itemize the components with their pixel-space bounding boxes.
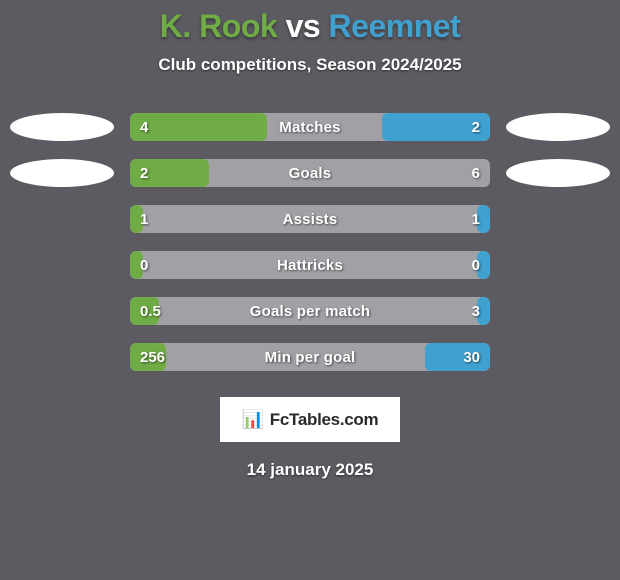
metric-row: 0.53Goals per match <box>0 297 620 325</box>
metric-row: 25630Min per goal <box>0 343 620 371</box>
metric-label: Matches <box>130 113 490 141</box>
metric-rows: 42Matches 26Goals 11Assists 00Hattricks 0.53… <box>0 113 620 371</box>
source-logo: 📊 FcTables.com <box>220 397 401 442</box>
metric-bar: 00Hattricks <box>130 251 490 279</box>
metric-label: Hattricks <box>130 251 490 279</box>
date-label: 14 january 2025 <box>0 460 620 480</box>
title: K. Rook vs Reemnet <box>0 8 620 45</box>
metric-bar: 11Assists <box>130 205 490 233</box>
chart-icon: 📊 <box>242 409 264 430</box>
metric-bar: 0.53Goals per match <box>130 297 490 325</box>
player2-avatar <box>506 159 610 187</box>
metric-label: Min per goal <box>130 343 490 371</box>
player2-avatar <box>506 113 610 141</box>
metric-label: Assists <box>130 205 490 233</box>
metric-label: Goals <box>130 159 490 187</box>
metric-row: 11Assists <box>0 205 620 233</box>
metric-row: 42Matches <box>0 113 620 141</box>
metric-bar: 25630Min per goal <box>130 343 490 371</box>
player1-avatar <box>10 113 114 141</box>
metric-bar: 42Matches <box>130 113 490 141</box>
metric-row: 00Hattricks <box>0 251 620 279</box>
vs-label: vs <box>286 8 321 44</box>
metric-row: 26Goals <box>0 159 620 187</box>
source-logo-text: FcTables.com <box>270 410 379 430</box>
metric-bar: 26Goals <box>130 159 490 187</box>
player2-name: Reemnet <box>329 8 461 44</box>
metric-label: Goals per match <box>130 297 490 325</box>
comparison-card: K. Rook vs Reemnet Club competitions, Se… <box>0 0 620 580</box>
subtitle: Club competitions, Season 2024/2025 <box>0 55 620 75</box>
player1-name: K. Rook <box>160 8 277 44</box>
player1-avatar <box>10 159 114 187</box>
